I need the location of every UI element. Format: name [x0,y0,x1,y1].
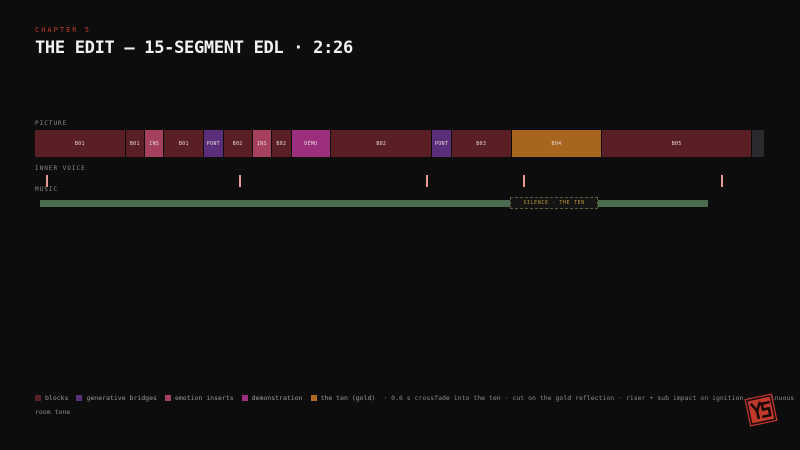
picture-segment[interactable]: B02 [272,130,292,157]
picture-track: B01 B01 INS B01 PONT B02 INS B02 DÉMO B02 PONT B03 B… [35,130,765,157]
picture-segment[interactable]: B04 [511,130,603,157]
voice-cue[interactable] [426,175,429,187]
legend-swatch [310,395,317,401]
music-track-label: MUSIC [35,186,59,193]
picture-segment[interactable]: INS [145,130,165,157]
voice-cue[interactable] [45,175,48,187]
legend-label: blocks [45,394,69,402]
picture-segment[interactable]: PONT [432,130,452,157]
legend-item: emotion inserts [164,394,234,402]
legend-swatch [241,395,248,401]
legend-item: demonstration [241,394,303,402]
edit-notes: · 0.6 s crossfade into the ten · cut on … [35,394,795,416]
legend-swatch [76,395,83,401]
picture-segment[interactable] [752,130,765,157]
legend-label: generative bridges [86,394,157,402]
picture-segment[interactable]: B02 [223,130,253,157]
picture-segment[interactable]: B05 [602,130,753,157]
picture-track-label: PICTURE [35,120,68,127]
legend-swatch [164,395,171,401]
voice-track [35,172,765,190]
voice-cue[interactable] [239,175,242,187]
picture-segment[interactable]: DÉMO [291,130,332,157]
legend-label: demonstration [251,394,303,402]
silence-marker: SILENCE · THE TEN [510,197,598,209]
page-title: THE EDIT — 15-SEGMENT EDL · 2:26 [35,38,353,58]
chapter-label: CHAPTER 5 [35,26,91,34]
voice-track-label: INNER VOICE [35,165,86,172]
picture-segment[interactable]: PONT [204,130,224,157]
picture-segment[interactable]: B01 [35,130,126,157]
picture-segment[interactable]: B01 [164,130,205,157]
legend-label: the ten (gold) [320,394,376,402]
ys-logo-icon [744,393,778,427]
legend-item: blocks [35,394,68,402]
legend-item: the ten (gold) [310,394,376,402]
legend-item: generative bridges [76,394,157,402]
picture-segment[interactable]: B03 [451,130,512,157]
music-bar[interactable] [40,200,708,207]
picture-segment[interactable]: INS [252,130,273,157]
voice-cue[interactable] [721,175,724,187]
legend-label: emotion inserts [174,394,234,402]
legend-swatch [35,395,41,401]
picture-segment[interactable]: B02 [331,130,433,157]
voice-cue[interactable] [522,175,525,187]
picture-segment[interactable]: B01 [125,130,146,157]
legend: blocks generative bridges emotion inserts d… [35,391,795,419]
